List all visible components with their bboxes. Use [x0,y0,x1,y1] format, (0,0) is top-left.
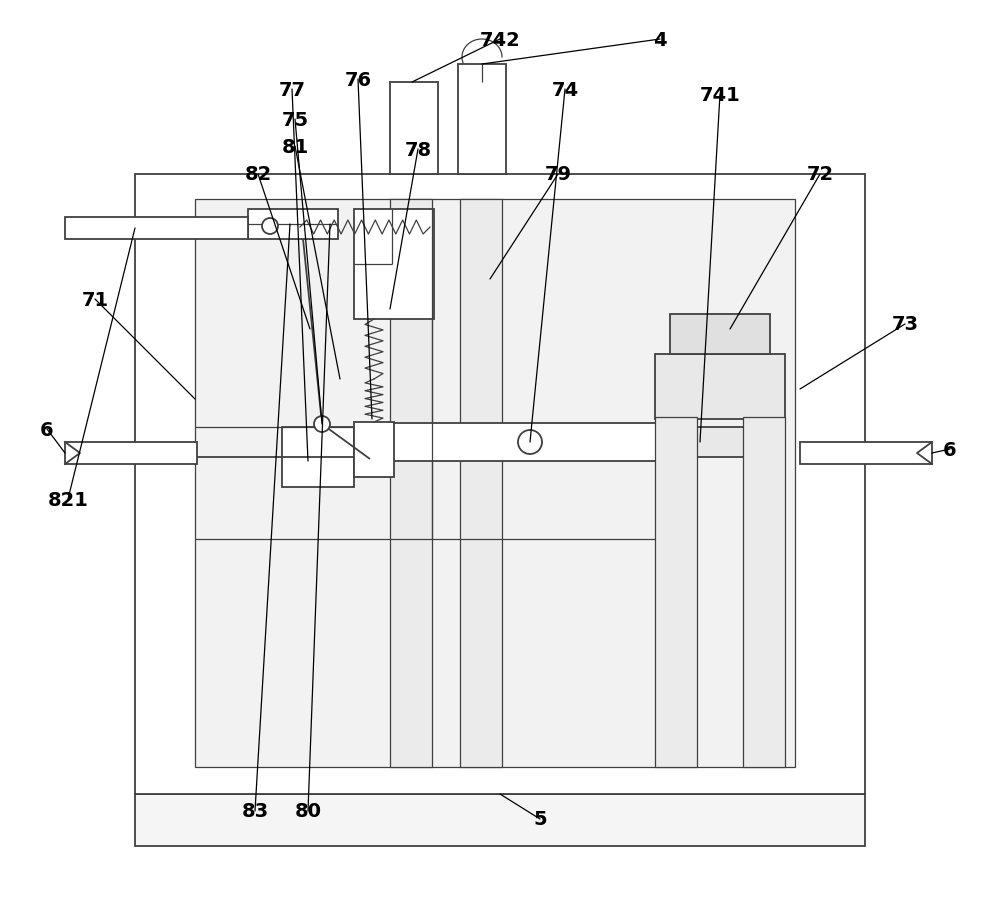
Bar [65,443,197,464]
Text: 73: 73 [892,315,918,335]
Bar [195,199,795,767]
Text: 742: 742 [480,30,520,50]
Text: 5: 5 [533,810,547,829]
Bar [670,421,688,464]
Bar [655,417,697,767]
Text: 77: 77 [279,81,306,99]
Text: 82: 82 [244,165,272,185]
Text: 821: 821 [48,490,88,509]
Circle shape [518,430,542,455]
Text: 4: 4 [653,30,667,50]
Text: 78: 78 [404,141,432,159]
Bar [354,423,394,478]
Bar [355,424,685,461]
Bar [655,355,785,420]
Text: 72: 72 [806,165,834,185]
Circle shape [262,219,278,234]
Bar [282,427,354,487]
Text: 74: 74 [551,81,579,99]
Bar [670,314,770,355]
Text: 80: 80 [295,801,322,821]
Bar [248,210,338,240]
Text: 741: 741 [700,85,740,105]
Bar [354,210,434,320]
Bar [458,65,506,175]
Bar [135,175,865,794]
Text: 83: 83 [241,801,269,821]
Bar [460,199,502,767]
Bar [65,218,248,240]
Text: 76: 76 [344,71,372,89]
Text: 6: 6 [40,420,54,439]
Bar [685,427,780,458]
Bar [135,794,865,846]
Bar [743,417,785,767]
Bar [390,199,432,767]
Bar [390,83,438,175]
Text: 79: 79 [544,165,572,185]
Text: 6: 6 [943,440,957,459]
Text: 75: 75 [281,110,309,130]
Circle shape [314,416,330,433]
Bar [800,443,932,464]
Text: 81: 81 [281,137,309,156]
Text: 71: 71 [81,290,109,309]
